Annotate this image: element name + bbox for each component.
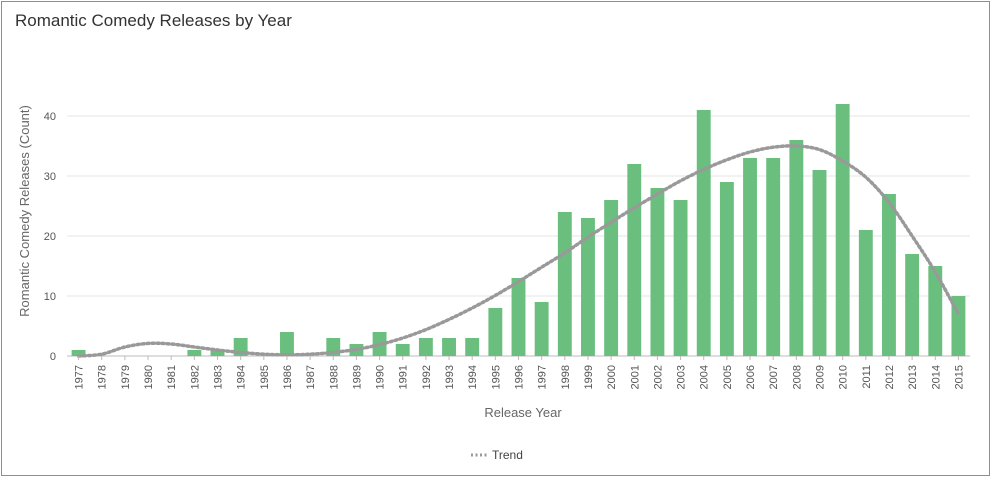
bar[interactable] bbox=[928, 266, 943, 356]
x-tick-label: 2012 bbox=[884, 365, 896, 389]
x-tick-label: 1989 bbox=[351, 365, 363, 389]
bar[interactable] bbox=[465, 338, 480, 356]
x-tick-label: 1997 bbox=[537, 365, 549, 389]
y-axis-title: Romantic Comedy Releases (Count) bbox=[17, 105, 32, 317]
x-tick-label: 1990 bbox=[375, 365, 387, 389]
bar[interactable] bbox=[280, 332, 294, 356]
chart-title: Romantic Comedy Releases by Year bbox=[15, 11, 292, 30]
x-tick-label: 1978 bbox=[97, 365, 109, 389]
x-tick-label: 1993 bbox=[444, 365, 456, 389]
x-tick-label: 1980 bbox=[143, 365, 155, 389]
bar[interactable] bbox=[858, 230, 873, 356]
x-tick-label: 2013 bbox=[907, 365, 919, 389]
x-tick-label: 1977 bbox=[74, 365, 86, 389]
x-tick-label: 1991 bbox=[398, 365, 410, 389]
bar[interactable] bbox=[604, 200, 619, 356]
trend-line bbox=[76, 144, 961, 358]
bar[interactable] bbox=[418, 338, 433, 356]
x-tick-label: 1988 bbox=[328, 365, 340, 389]
bar[interactable] bbox=[627, 164, 642, 356]
bar[interactable] bbox=[395, 344, 410, 356]
x-tick-label: 2009 bbox=[815, 365, 827, 389]
x-tick-label: 1998 bbox=[560, 365, 572, 389]
bar-series bbox=[71, 104, 966, 356]
bar[interactable] bbox=[581, 218, 595, 356]
x-tick-label: 2007 bbox=[768, 365, 780, 389]
bar[interactable] bbox=[673, 200, 688, 356]
x-tick-label: 2015 bbox=[953, 365, 965, 389]
x-tick-label: 1979 bbox=[120, 365, 132, 389]
x-tick-label: 1999 bbox=[583, 365, 595, 389]
bar[interactable] bbox=[488, 308, 503, 356]
y-tick-label: 10 bbox=[44, 291, 56, 303]
x-tick-label: 2002 bbox=[652, 365, 664, 389]
trend-series bbox=[76, 144, 961, 358]
bar[interactable] bbox=[534, 302, 549, 356]
bar[interactable] bbox=[696, 110, 711, 356]
bar[interactable] bbox=[789, 140, 804, 356]
bar[interactable] bbox=[766, 158, 781, 356]
x-tick-label: 2014 bbox=[930, 365, 942, 389]
x-tick-label: 2005 bbox=[722, 365, 734, 389]
x-tick-label: 2004 bbox=[699, 365, 711, 389]
legend[interactable]: Trend bbox=[471, 448, 523, 462]
x-axis-title: Release Year bbox=[484, 405, 562, 420]
x-tick-label: 2003 bbox=[676, 365, 688, 389]
x-tick-label: 2010 bbox=[838, 365, 850, 389]
x-tick-label: 1992 bbox=[421, 365, 433, 389]
y-tick-label: 40 bbox=[44, 111, 56, 123]
y-tick-label: 20 bbox=[44, 231, 56, 243]
x-tick-label: 2006 bbox=[745, 365, 757, 389]
x-tick-label: 2000 bbox=[606, 365, 618, 389]
x-tick-label: 1986 bbox=[282, 365, 294, 389]
x-tick-label: 1987 bbox=[305, 365, 317, 389]
x-tick-label: 1984 bbox=[236, 365, 248, 389]
y-tick-label: 30 bbox=[44, 171, 56, 183]
bar[interactable] bbox=[511, 278, 526, 356]
bar[interactable] bbox=[835, 104, 850, 356]
y-axis-ticks: 0 10 20 30 40 bbox=[44, 111, 56, 363]
x-tick-label: 2008 bbox=[791, 365, 803, 389]
bar[interactable] bbox=[557, 212, 572, 356]
x-tick-label: 2001 bbox=[629, 365, 641, 389]
x-tick-label: 1983 bbox=[213, 365, 225, 389]
x-tick-label: 2011 bbox=[861, 365, 873, 389]
bar[interactable] bbox=[210, 350, 225, 356]
bar[interactable] bbox=[442, 338, 456, 356]
x-tick-label: 1996 bbox=[514, 365, 526, 389]
legend-trend-label: Trend bbox=[492, 448, 523, 462]
bar[interactable] bbox=[71, 350, 86, 356]
x-axis-ticks: 1977 1978 1979 1980 1981 1982 1983 1984 1985 1986… bbox=[74, 356, 965, 389]
bar[interactable] bbox=[743, 158, 757, 356]
bar[interactable] bbox=[650, 188, 665, 356]
bar[interactable] bbox=[882, 194, 896, 356]
x-tick-label: 1995 bbox=[490, 365, 502, 389]
bar[interactable] bbox=[951, 296, 966, 356]
x-tick-label: 1981 bbox=[166, 365, 178, 389]
bar[interactable] bbox=[719, 182, 734, 356]
bar[interactable] bbox=[905, 254, 920, 356]
bar[interactable] bbox=[812, 170, 827, 356]
x-tick-label: 1985 bbox=[259, 365, 271, 389]
x-tick-label: 1994 bbox=[467, 365, 479, 389]
bar[interactable] bbox=[187, 350, 202, 356]
x-tick-label: 1982 bbox=[189, 365, 201, 389]
y-tick-label: 0 bbox=[50, 351, 56, 363]
